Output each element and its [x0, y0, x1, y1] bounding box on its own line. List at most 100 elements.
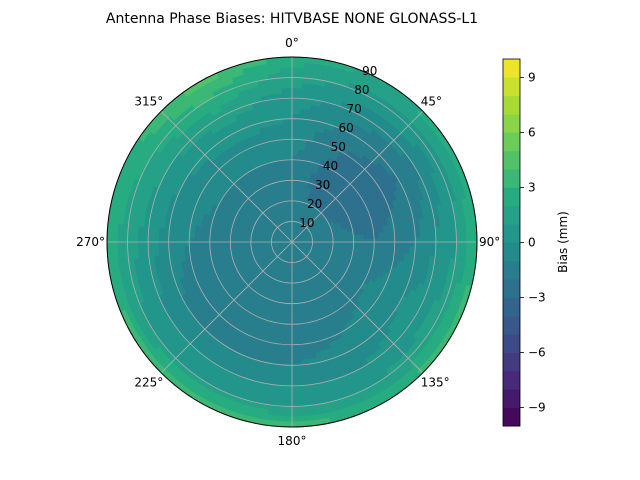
field-cell [209, 233, 216, 240]
field-cell [291, 369, 302, 376]
field-cell [280, 395, 293, 402]
colorbar-tick-label: 0 [528, 236, 536, 250]
colorbar-level [503, 59, 520, 78]
field-cell [291, 72, 305, 79]
field-cell [285, 149, 293, 156]
field-cell [291, 277, 296, 284]
zenith-tick-label: 40 [323, 159, 338, 173]
field-cell [283, 118, 293, 125]
field-cell [280, 164, 288, 172]
field-cell [278, 56, 293, 63]
field-cell [291, 380, 303, 387]
field-cell [291, 333, 300, 340]
field-cell [240, 243, 247, 248]
field-cell [281, 97, 293, 104]
field-cell [373, 232, 380, 240]
field-cell [291, 180, 297, 186]
field-cell [281, 102, 293, 110]
azimuth-tick-label: 135° [421, 376, 450, 390]
azimuth-tick-label: 270° [76, 235, 105, 249]
colorbar-level [503, 279, 520, 298]
azimuth-gridline [160, 110, 293, 243]
field-cell [291, 149, 299, 156]
field-cell [363, 233, 370, 240]
field-cell [291, 349, 301, 356]
azimuth-gridline [291, 241, 424, 374]
field-cell [284, 133, 293, 140]
field-cell [291, 421, 306, 428]
field-cell [291, 313, 298, 320]
field-cell [279, 410, 293, 418]
field-cell [388, 245, 396, 254]
field-cell [291, 318, 299, 325]
field-cell [291, 66, 305, 74]
colorbar-level [503, 169, 520, 188]
colorbar-tick-label: 6 [528, 125, 536, 139]
field-cell [291, 303, 297, 310]
field-cell [368, 233, 375, 240]
field-cell [285, 159, 293, 166]
field-cell [284, 138, 293, 145]
field-cell [291, 102, 303, 110]
field-cell [283, 128, 293, 135]
field-cell [283, 123, 293, 130]
colorbar-level [503, 352, 520, 372]
field-cell [388, 230, 396, 239]
azimuth-tick-label: 180° [278, 434, 307, 448]
colorbar-tick-label: 3 [528, 180, 536, 194]
colorbar-level [503, 224, 520, 243]
field-cell [291, 128, 301, 135]
field-cell [291, 287, 296, 294]
colorbar-tick-label: 9 [528, 70, 536, 84]
field-cell [291, 144, 300, 151]
field-cell [281, 380, 293, 387]
field-cell [291, 400, 304, 407]
field-cell [291, 344, 300, 351]
field-cell [188, 230, 196, 239]
zenith-tick-label: 90 [362, 64, 377, 78]
colorbar-level [503, 315, 520, 335]
colorbar-level [503, 389, 520, 409]
field-cell [279, 415, 293, 423]
bias-field [106, 56, 478, 428]
field-cell [173, 245, 180, 255]
field-cell [287, 180, 293, 186]
field-cell [378, 231, 385, 240]
field-cell [291, 61, 305, 69]
azimuth-tick-label: 315° [134, 94, 163, 108]
field-cell [230, 243, 237, 249]
field-cell [178, 229, 185, 239]
field-cell [291, 113, 302, 120]
field-cell [199, 231, 206, 240]
field-cell [291, 359, 301, 366]
field-cell [209, 244, 216, 251]
field-cell [291, 292, 297, 299]
field-cell [219, 234, 226, 240]
field-cell [291, 308, 298, 315]
azimuth-tick-label: 225° [134, 376, 163, 390]
field-cell [283, 185, 289, 192]
zenith-tick-label: 80 [354, 83, 369, 97]
colorbar-level [503, 132, 520, 152]
field-cell [283, 349, 293, 356]
colorbar-level [503, 205, 520, 225]
field-cell [291, 159, 299, 166]
field-cell [295, 297, 301, 304]
field-cell [291, 174, 297, 181]
field-cell [291, 395, 304, 402]
field-cell [286, 313, 293, 320]
field-cell [250, 242, 257, 247]
field-cell [194, 244, 201, 253]
field-cell [291, 415, 305, 423]
field-cell [287, 298, 293, 304]
field-cell [347, 235, 354, 241]
field-cell [282, 175, 289, 182]
field-cell [288, 195, 293, 202]
field-cell [337, 236, 344, 241]
field-cell [287, 185, 293, 192]
field-cell [284, 339, 293, 346]
field-cell [291, 364, 302, 371]
azimuth-tick-label: 45° [421, 94, 442, 108]
field-cell [214, 244, 221, 251]
